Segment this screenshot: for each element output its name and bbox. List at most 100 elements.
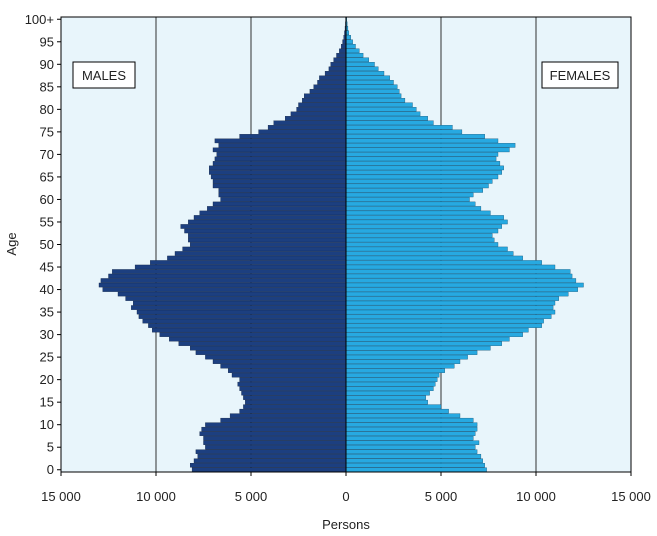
- female-bar: [345, 399, 428, 405]
- female-bar: [345, 66, 379, 72]
- female-bar: [345, 291, 569, 297]
- female-bar: [345, 192, 474, 198]
- male-bar: [152, 327, 347, 333]
- female-bar: [345, 147, 510, 153]
- female-bar: [345, 53, 364, 58]
- female-bar: [345, 440, 480, 445]
- female-bar: [345, 170, 502, 175]
- legend-females-label: FEMALES: [550, 68, 611, 83]
- female-bar: [345, 309, 556, 315]
- y-tick-label: 40: [40, 282, 54, 297]
- y-tick-label: 65: [40, 169, 54, 184]
- y-tick-label: 5: [47, 440, 54, 455]
- female-bar: [345, 363, 455, 369]
- male-bar: [209, 165, 347, 171]
- female-bar: [345, 174, 499, 180]
- female-bar: [345, 210, 491, 216]
- male-bar: [159, 332, 347, 337]
- female-bar: [345, 35, 351, 40]
- female-bar: [345, 75, 390, 81]
- female-bar: [345, 143, 516, 148]
- y-tick-label: 55: [40, 214, 54, 229]
- male-bar: [102, 287, 347, 292]
- male-bar: [199, 210, 347, 216]
- x-axis-ticks: 15 000 10 000 5 000 0 5 000 10 000 15 000: [41, 472, 651, 504]
- male-bar: [133, 300, 347, 306]
- male-bar: [167, 255, 347, 261]
- male-bar: [319, 75, 347, 81]
- male-bar: [108, 273, 347, 279]
- y-tick-label: 35: [40, 305, 54, 320]
- male-bar: [203, 440, 347, 445]
- y-tick-label: 75: [40, 124, 54, 139]
- male-bar: [214, 156, 347, 162]
- male-bar: [302, 98, 347, 103]
- female-bar: [345, 215, 504, 220]
- male-bar: [203, 435, 347, 441]
- female-bar: [345, 246, 508, 252]
- y-tick-label: 85: [40, 79, 54, 94]
- male-bar: [324, 71, 347, 76]
- male-bar: [296, 107, 347, 112]
- male-bar: [195, 350, 347, 355]
- female-bar: [345, 368, 445, 373]
- female-bar: [345, 408, 449, 414]
- male-bar: [205, 422, 347, 427]
- y-tick-label: 45: [40, 260, 54, 275]
- females-series: [345, 17, 584, 472]
- y-tick-label: 90: [40, 57, 54, 72]
- male-bar: [218, 188, 347, 193]
- female-bar: [345, 314, 552, 319]
- female-bar: [345, 395, 426, 400]
- male-bar: [174, 251, 347, 256]
- female-bar: [345, 201, 476, 207]
- female-bar: [345, 390, 430, 396]
- female-bar: [345, 102, 413, 108]
- male-bar: [150, 260, 347, 265]
- male-bar: [197, 453, 347, 459]
- female-bar: [345, 345, 491, 351]
- male-bar: [229, 413, 347, 418]
- female-bar: [345, 264, 556, 270]
- female-bar: [345, 341, 502, 346]
- female-bar: [345, 165, 504, 171]
- female-bar: [345, 44, 356, 49]
- female-bar: [345, 39, 353, 45]
- female-bar: [345, 300, 556, 306]
- male-bar: [239, 408, 347, 414]
- male-bar: [188, 219, 347, 225]
- male-bar: [298, 102, 347, 108]
- x-tick-label: 10 000: [516, 489, 556, 504]
- male-bar: [285, 116, 347, 121]
- male-bar: [212, 359, 347, 364]
- male-bar: [180, 224, 347, 229]
- male-bar: [313, 84, 347, 90]
- male-bar: [243, 404, 347, 409]
- female-bar: [345, 269, 571, 274]
- female-bar: [345, 84, 398, 90]
- female-bar: [345, 381, 436, 387]
- y-tick-label: 20: [40, 372, 54, 387]
- male-bar: [184, 228, 347, 234]
- y-tick-label: 50: [40, 237, 54, 252]
- male-bar: [339, 48, 347, 54]
- female-bar: [345, 327, 529, 333]
- male-bar: [328, 66, 347, 72]
- female-bar: [345, 116, 428, 121]
- male-bar: [220, 363, 347, 369]
- female-bar: [345, 417, 474, 423]
- female-bar: [345, 422, 478, 427]
- male-bar: [199, 431, 347, 436]
- male-bar: [304, 93, 347, 99]
- male-bar: [125, 296, 347, 301]
- female-bar: [345, 318, 544, 324]
- male-bar: [136, 309, 347, 315]
- female-bar: [345, 278, 577, 283]
- female-bar: [345, 449, 478, 454]
- female-bar: [345, 138, 499, 144]
- male-bar: [209, 170, 347, 175]
- y-tick-label: 60: [40, 192, 54, 207]
- female-bar: [345, 458, 483, 463]
- female-bar: [345, 462, 485, 468]
- male-bar: [228, 368, 347, 373]
